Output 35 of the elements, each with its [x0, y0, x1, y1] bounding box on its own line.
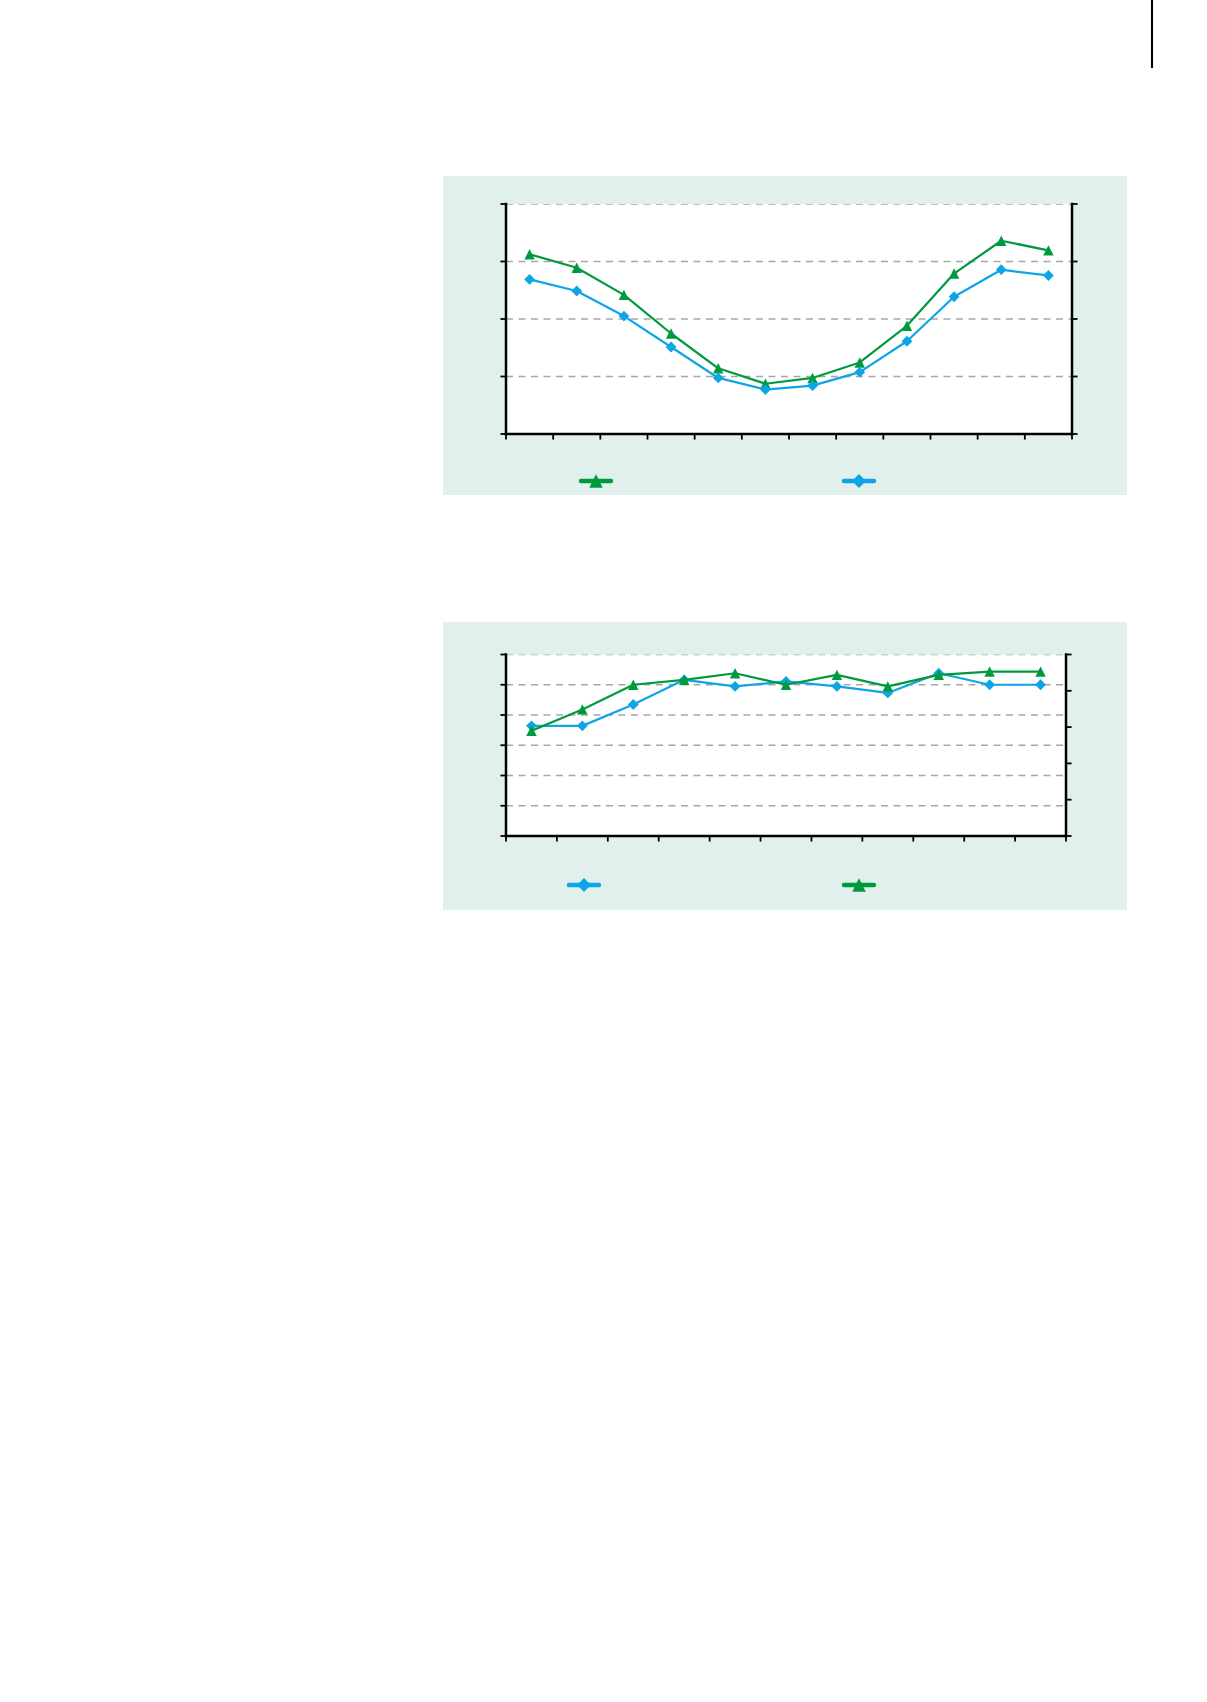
point [984, 679, 996, 691]
point [1035, 679, 1046, 691]
point [729, 680, 741, 692]
point [618, 310, 630, 322]
point [995, 264, 1007, 276]
point [524, 273, 535, 285]
point [526, 725, 537, 736]
point [901, 320, 913, 331]
point [712, 372, 724, 384]
point [577, 704, 588, 715]
point [831, 669, 843, 681]
point [524, 249, 535, 260]
point [882, 681, 894, 692]
point [760, 384, 771, 395]
point [576, 720, 588, 732]
point [1035, 666, 1046, 677]
point [948, 291, 960, 303]
point [571, 262, 582, 273]
point [628, 679, 639, 690]
point [571, 285, 583, 297]
point [618, 289, 630, 301]
point [729, 668, 741, 679]
point [807, 380, 818, 392]
point [948, 268, 960, 279]
point [665, 341, 677, 353]
point [1043, 245, 1054, 256]
point [831, 680, 843, 692]
point [854, 357, 865, 368]
point [901, 335, 913, 347]
point [627, 699, 639, 710]
point [665, 328, 677, 339]
point [996, 235, 1007, 246]
point [854, 366, 866, 378]
point [984, 666, 995, 677]
point [1043, 270, 1054, 281]
